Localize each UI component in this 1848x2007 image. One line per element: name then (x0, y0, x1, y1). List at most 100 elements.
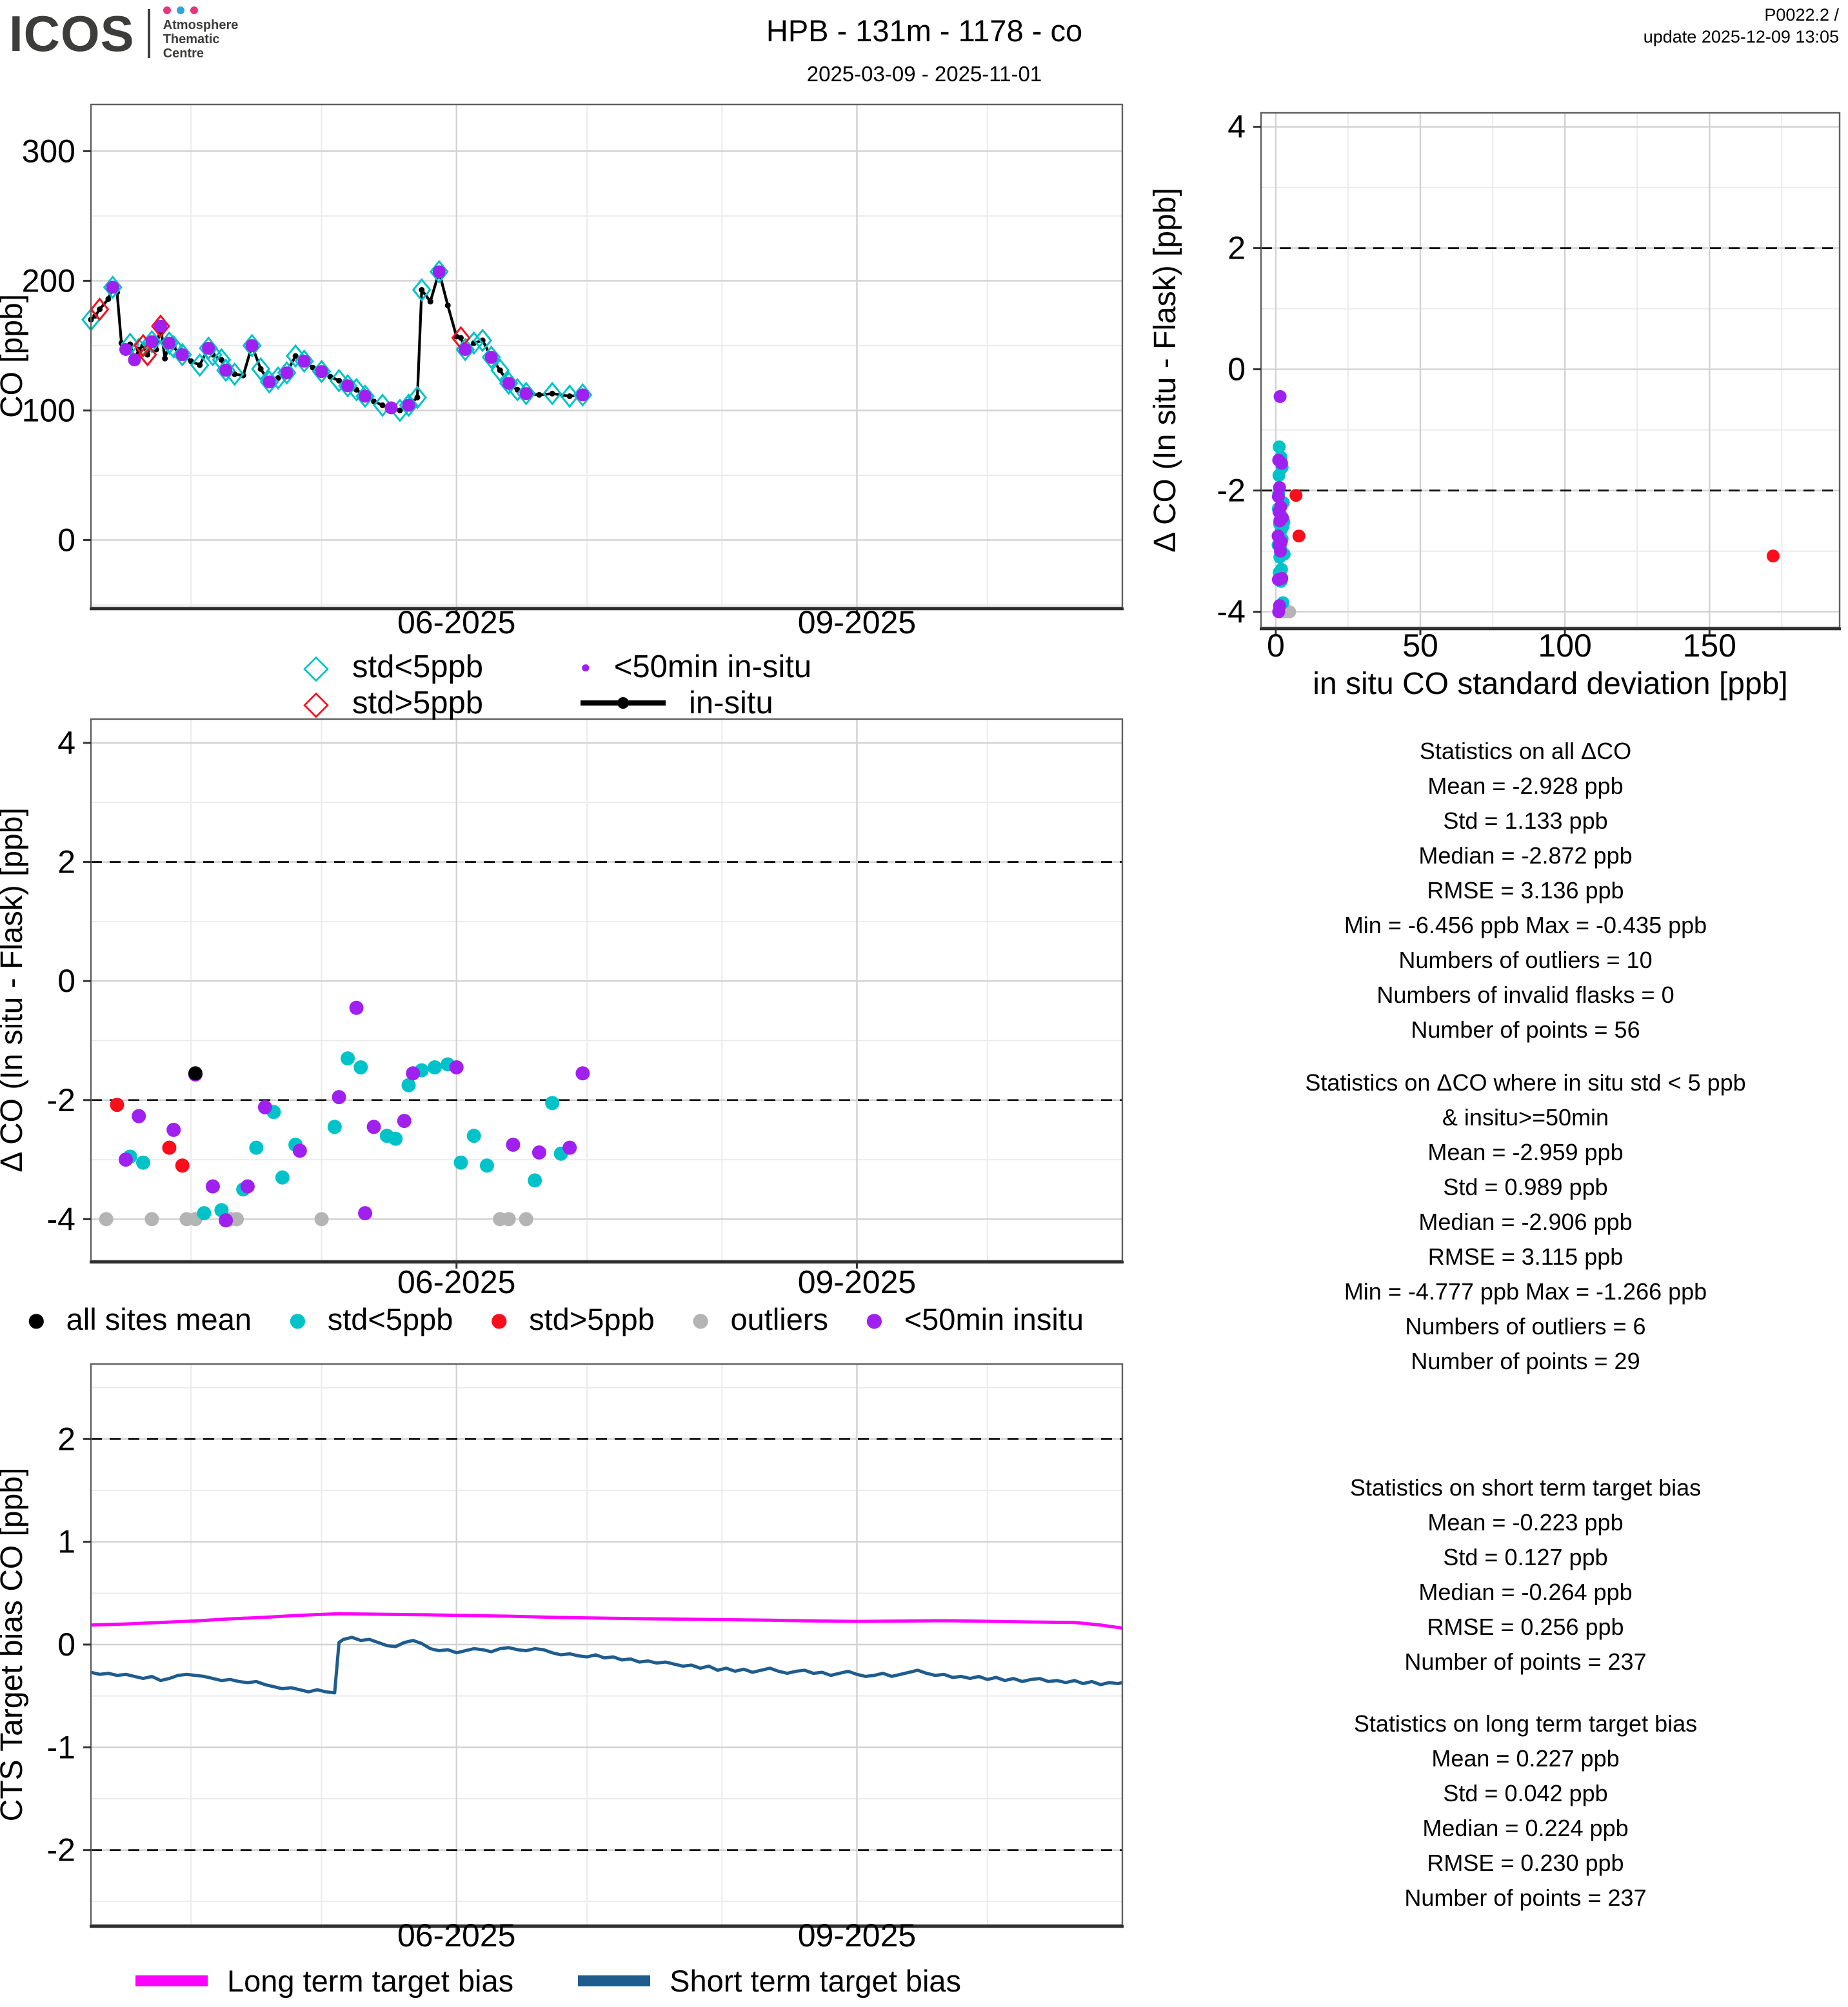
icos-logo-text: ICOS (9, 5, 135, 62)
red-dot-icon: ● (488, 1300, 510, 1339)
stat-line: Std = 0.042 ppb (1443, 1780, 1608, 1806)
purple-dot-icon: ● (864, 1300, 885, 1339)
logo-dot-icon (163, 6, 171, 14)
stat-line: RMSE = 3.136 ppb (1427, 877, 1624, 904)
magenta-line-icon (135, 1975, 208, 1986)
svg-text:150: 150 (1683, 628, 1736, 664)
stat-line: Numbers of outliers = 10 (1398, 947, 1653, 973)
stat-line: Std = 0.989 ppb (1443, 1174, 1608, 1200)
stat-line: Statistics on all ΔCO (1419, 738, 1632, 764)
stat-line: Median = -2.872 ppb (1418, 842, 1633, 869)
svg-text:-1: -1 (47, 1729, 75, 1765)
svg-text:200: 200 (22, 262, 75, 299)
stat-line: Median = -2.906 ppb (1418, 1209, 1633, 1235)
legend-item-short-term-bias: Short term target bias (578, 1963, 961, 1999)
stat-line: Number of points = 237 (1404, 1884, 1647, 1911)
update-timestamp: update 2025-12-09 13:05 (1643, 27, 1839, 46)
legend-label: all sites mean (66, 1302, 252, 1336)
svg-text:09-2025: 09-2025 (798, 1264, 917, 1300)
svg-text:2: 2 (57, 1421, 75, 1457)
svg-text:0: 0 (57, 522, 75, 558)
stats-all-delta-co: Statistics on all ΔCO Mean = -2.928 ppb St… (1219, 734, 1832, 1047)
legend-label: std<5ppb (327, 1302, 453, 1336)
legend-label: <50min insitu (904, 1302, 1084, 1336)
legend-label: Short term target bias (670, 1964, 962, 1998)
black-line-icon (581, 700, 666, 706)
svg-text:-4: -4 (47, 1201, 75, 1237)
svg-text:06-2025: 06-2025 (397, 1264, 516, 1300)
black-dot-icon: ● (26, 1300, 47, 1339)
legend-label: std>5ppb (529, 1302, 655, 1336)
stat-line: RMSE = 0.256 ppb (1427, 1614, 1624, 1640)
logo-subtitle: Atmosphere Thematic Centre (163, 18, 239, 61)
stat-line: & insitu>=50min (1442, 1104, 1609, 1131)
stat-line: RMSE = 0.230 ppb (1427, 1850, 1624, 1876)
svg-text:2: 2 (57, 844, 75, 880)
icos-logo: ICOS Atmosphere Thematic Centre (9, 6, 238, 61)
stat-line: Mean = -2.959 ppb (1427, 1139, 1624, 1165)
red-diamond-icon: ◇ (303, 684, 329, 722)
cyan-diamond-icon: ◇ (303, 648, 329, 686)
svg-text:0: 0 (57, 1626, 75, 1663)
svg-text:09-2025: 09-2025 (798, 1917, 917, 1953)
svg-text:300: 300 (22, 133, 75, 169)
stat-line: Number of points = 56 (1411, 1016, 1640, 1043)
svg-text:06-2025: 06-2025 (397, 604, 516, 640)
legend-item-std-lt5: ◇ std<5ppb (303, 649, 561, 685)
logo-dot-icon (176, 6, 184, 14)
logo-subtitle-line: Thematic (163, 32, 220, 46)
legend-label: outliers (730, 1302, 829, 1336)
legend-item-std-lt5: ● std<5ppb (287, 1301, 453, 1337)
svg-text:09-2025: 09-2025 (798, 604, 917, 640)
purple-dot-icon: ● (581, 657, 591, 677)
svg-text:0: 0 (1267, 628, 1285, 664)
delta-co-vs-std-scatter-chart: -4 -2 0 2 4 0 50 100 150 Δ CO (In situ - Flask) [… (1148, 109, 1841, 701)
svg-text:100: 100 (22, 392, 75, 428)
svg-text:4: 4 (1227, 109, 1246, 145)
delta-co-chart-legend: ● all sites mean ● std<5ppb ● std>5ppb ●… (26, 1301, 1084, 1337)
stat-line: Numbers of outliers = 6 (1405, 1313, 1646, 1340)
legend-item-outliers: ● outliers (690, 1301, 828, 1337)
stat-line: Mean = 0.227 ppb (1431, 1745, 1620, 1772)
stat-line: Statistics on long term target bias (1353, 1710, 1698, 1737)
legend-label: <50min in-situ (613, 649, 812, 684)
stat-line: Std = 0.127 ppb (1443, 1544, 1608, 1570)
legend-item-insitu: in-situ (581, 685, 916, 721)
svg-text:-2: -2 (47, 1082, 75, 1118)
logo-subtitle-line: Centre (163, 46, 204, 61)
legend-item-all-sites-mean: ● all sites mean (26, 1301, 252, 1337)
legend-item-long-term-bias: Long term target bias (135, 1963, 513, 1999)
legend-label: std<5ppb (352, 649, 483, 684)
svg-text:-4: -4 (1217, 594, 1246, 630)
svg-text:0: 0 (57, 963, 75, 999)
legend-label: in-situ (689, 686, 773, 720)
delta-co-timeseries-chart: -4 -2 0 2 4 06-2025 09-2025 Δ CO (In situ - Fla… (0, 718, 1124, 1300)
svg-text:-2: -2 (47, 1832, 75, 1868)
svg-text:Δ CO (In situ - Flask) [ppb]: Δ CO (In situ - Flask) [ppb] (1148, 188, 1182, 553)
svg-text:CTS Target bias CO [ppb]: CTS Target bias CO [ppb] (0, 1468, 29, 1822)
svg-text:100: 100 (1538, 628, 1591, 664)
cyan-dot-icon: ● (287, 1300, 308, 1339)
stats-long-term-bias: Statistics on long term target bias Mean … (1219, 1706, 1832, 1915)
stat-line: Number of points = 237 (1404, 1648, 1647, 1675)
stat-line: Mean = -2.928 ppb (1427, 773, 1624, 799)
gray-dot-icon: ● (690, 1300, 711, 1339)
legend-item-lt50min: ● <50min in-situ (581, 649, 916, 685)
stat-line: Numbers of invalid flasks = 0 (1376, 982, 1674, 1008)
logo-subtitle-line: Atmosphere (163, 18, 239, 32)
page-title: HPB - 131m - 1178 - co (766, 14, 1083, 48)
svg-text:4: 4 (57, 725, 75, 761)
blue-line-icon (578, 1975, 651, 1986)
legend-item-std-gt5: ◇ std>5ppb (303, 685, 561, 721)
co-timeseries-chart: 0 100 200 300 06-2025 09-2025 CO [ppb] (0, 103, 1124, 640)
co-chart-legend: ◇ std<5ppb ● <50min in-situ ◇ std>5ppb i… (303, 649, 935, 721)
legend-item-std-gt5: ● std>5ppb (488, 1301, 654, 1337)
target-bias-chart: -2 -1 0 1 2 06-2025 09-2025 CTS Target bias CO … (0, 1363, 1124, 1953)
stat-line: Mean = -0.223 ppb (1427, 1509, 1624, 1536)
legend-label: std>5ppb (352, 686, 483, 720)
stat-line: Number of points = 29 (1411, 1348, 1640, 1374)
stats-short-term-bias: Statistics on short term target bias Mean… (1219, 1470, 1832, 1679)
svg-text:-2: -2 (1217, 473, 1246, 509)
svg-text:06-2025: 06-2025 (397, 1917, 516, 1953)
